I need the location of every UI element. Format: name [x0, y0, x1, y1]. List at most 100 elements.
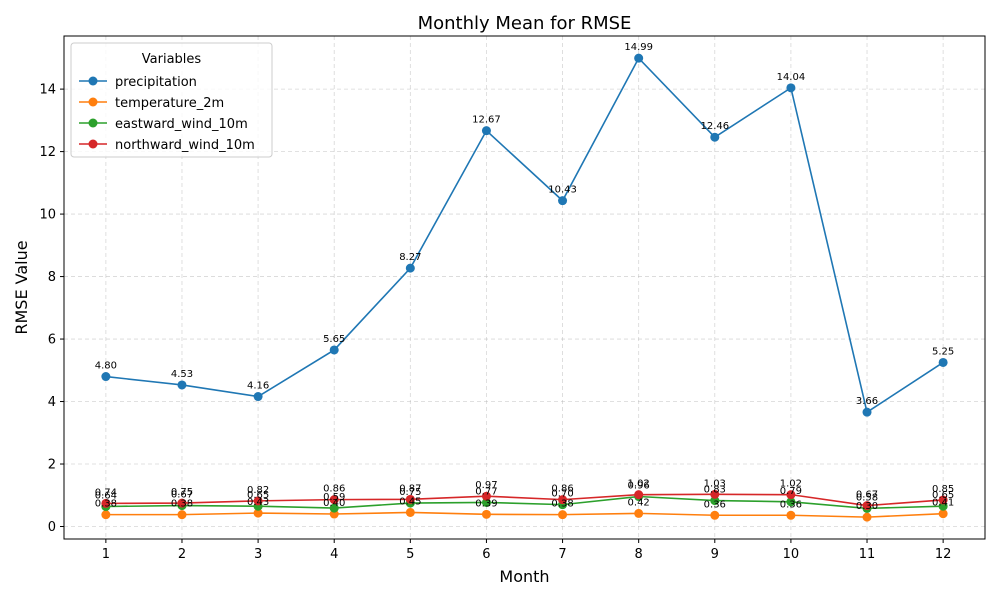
data-label: 0.64 — [95, 491, 117, 502]
data-point — [481, 497, 491, 507]
legend-label: temperature_2m — [115, 96, 224, 111]
data-label: 0.75 — [399, 487, 421, 498]
data-label: 0.79 — [780, 486, 802, 497]
data-point — [405, 507, 415, 517]
data-label: 0.39 — [475, 498, 497, 509]
data-point — [938, 509, 948, 519]
data-label: 0.86 — [551, 484, 573, 495]
data-point — [177, 498, 187, 508]
data-label: 0.77 — [475, 486, 497, 497]
data-label: 4.53 — [171, 369, 193, 380]
data-point — [710, 132, 720, 142]
series-temperature_2m — [101, 507, 948, 522]
data-point — [634, 508, 644, 518]
data-label: 1.03 — [704, 478, 726, 489]
data-point — [786, 510, 796, 520]
data-point — [253, 496, 263, 506]
data-label: 0.86 — [323, 484, 345, 495]
data-point — [481, 509, 491, 519]
data-label: 8.27 — [399, 252, 421, 263]
series-lines — [101, 53, 948, 522]
data-label: 0.65 — [932, 490, 954, 501]
y-tick-label: 4 — [48, 395, 56, 410]
legend-title: Variables — [142, 52, 202, 67]
series-northward_wind_10m — [101, 489, 948, 511]
y-tick-label: 6 — [48, 333, 56, 348]
x-tick-label: 2 — [178, 547, 186, 562]
data-label: 0.45 — [399, 496, 421, 507]
legend-item-temperature_2m: temperature_2m — [79, 96, 224, 111]
data-point — [786, 83, 796, 93]
data-point — [481, 491, 491, 501]
x-tick-label: 1 — [102, 547, 110, 562]
data-point — [710, 510, 720, 520]
y-tick-label: 10 — [39, 208, 56, 223]
data-point — [329, 503, 339, 513]
data-label: 1.02 — [780, 479, 802, 490]
data-point — [558, 196, 568, 206]
legend-label: eastward_wind_10m — [115, 117, 248, 132]
data-label: 5.65 — [323, 334, 345, 345]
data-label: 0.42 — [628, 497, 650, 508]
data-label: 0.38 — [95, 499, 117, 510]
data-point — [481, 126, 491, 136]
legend-label: northward_wind_10m — [115, 138, 255, 153]
series-line — [105, 56, 944, 414]
legend-item-eastward_wind_10m: eastward_wind_10m — [79, 117, 248, 132]
data-label: 4.80 — [95, 361, 117, 372]
data-label: 0.87 — [399, 483, 421, 494]
data-label: 4.16 — [247, 381, 269, 392]
data-label: 0.36 — [780, 499, 802, 510]
data-label: 0.65 — [247, 490, 269, 501]
data-point — [862, 407, 872, 417]
legend-marker — [88, 139, 98, 149]
legend-marker — [88, 76, 98, 86]
x-tick-label: 10 — [783, 547, 800, 562]
y-tick-label: 8 — [48, 270, 56, 285]
data-label: 0.38 — [551, 499, 573, 510]
y-tick-label: 14 — [39, 83, 56, 98]
data-label: 12.46 — [700, 121, 729, 132]
data-point — [634, 490, 644, 500]
data-label: 5.25 — [932, 346, 954, 357]
data-point — [177, 510, 187, 520]
data-label: 0.67 — [171, 490, 193, 501]
x-tick-label: 6 — [482, 547, 490, 562]
data-point — [938, 357, 948, 367]
series-line — [105, 495, 944, 510]
y-axis-label: RMSE Value — [12, 240, 31, 334]
data-point — [862, 501, 872, 511]
data-point — [710, 496, 720, 506]
data-point — [101, 510, 111, 520]
data-point — [101, 372, 111, 382]
data-point — [634, 53, 644, 63]
series-line — [105, 493, 944, 507]
y-tick-label: 12 — [39, 145, 56, 160]
data-label: 0.85 — [932, 484, 954, 495]
data-point — [405, 494, 415, 504]
legend-items: precipitation temperature_2m eastward_wind… — [79, 75, 255, 153]
x-tick-label: 8 — [635, 547, 643, 562]
data-point — [329, 345, 339, 355]
data-point — [862, 512, 872, 522]
series-eastward_wind_10m — [101, 492, 948, 513]
y-tick-label: 0 — [48, 520, 56, 535]
data-point — [405, 263, 415, 273]
data-point — [710, 489, 720, 499]
data-label: 1.02 — [628, 479, 650, 490]
data-label: 0.97 — [475, 480, 497, 491]
x-tick-label: 3 — [254, 547, 262, 562]
data-point — [558, 510, 568, 520]
legend-box — [70, 42, 273, 158]
x-axis-label: Month — [499, 567, 549, 586]
series-precipitation — [101, 53, 948, 417]
data-label: 0.75 — [171, 487, 193, 498]
legend-marker — [88, 118, 98, 128]
data-label: 0.59 — [323, 492, 345, 503]
legend-marker — [88, 97, 98, 107]
data-labels: 4.80 4.53 4.16 5.65 8.27 12.67 10.43 14.99 12.46… — [95, 42, 955, 512]
data-label: 0.43 — [247, 497, 269, 508]
data-label: 0.30 — [856, 501, 878, 512]
data-point — [329, 495, 339, 505]
